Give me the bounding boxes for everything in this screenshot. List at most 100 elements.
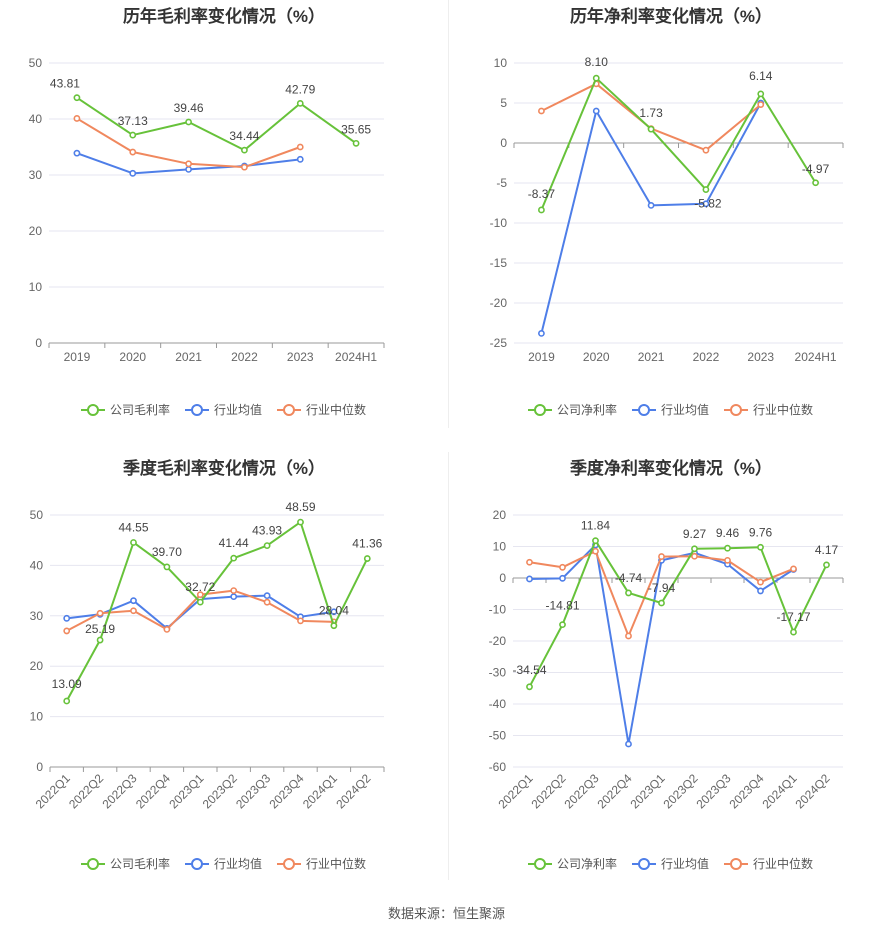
- data-label: -14.81: [545, 599, 579, 613]
- data-point: [757, 543, 764, 551]
- y-tick-label: 20: [30, 659, 44, 673]
- legend-marker: [87, 404, 99, 416]
- data-point: [296, 99, 304, 107]
- data-label: 34.44: [229, 129, 259, 143]
- x-tick-label: 2024H1: [335, 350, 377, 364]
- x-tick-label: 2023Q2: [661, 771, 701, 811]
- series-line: [529, 543, 795, 746]
- legend-label: 行业中位数: [753, 856, 813, 871]
- legend-label: 行业均值: [214, 402, 262, 417]
- legend-marker: [283, 404, 295, 416]
- data-point: [724, 544, 731, 552]
- y-tick-label: -20: [489, 634, 507, 648]
- x-tick-label: 2019: [64, 350, 91, 364]
- data-point: [241, 163, 248, 171]
- legend-label: 公司毛利率: [110, 856, 170, 871]
- legend-marker: [87, 858, 99, 870]
- x-tick-label: 2023: [287, 350, 314, 364]
- legend-label: 公司净利率: [557, 402, 617, 417]
- data-label: 39.70: [152, 545, 182, 559]
- data-label: 43.93: [252, 524, 282, 538]
- annual-net-margin-chart: -25 -20 -15 -10 -5 0 5 10 2019 2020 2021 2022 2023 20…: [490, 55, 844, 417]
- legend-marker: [730, 404, 742, 416]
- data-label: 41.36: [352, 537, 382, 551]
- data-point: [702, 146, 710, 154]
- data-label: 39.46: [174, 101, 204, 115]
- data-point: [702, 200, 710, 208]
- data-point: [73, 94, 81, 102]
- data-point: [812, 179, 819, 187]
- y-tick-label: -60: [489, 760, 507, 774]
- data-point: [129, 131, 137, 139]
- quarterly-gross-margin-chart: 010203040502022Q12022Q22022Q32022Q42023Q…: [30, 500, 385, 871]
- quarterly-net-margin-chart: -60-50-40-30-20-10010202022Q12022Q22022Q…: [489, 508, 844, 871]
- data-label: 44.55: [118, 520, 148, 534]
- data-point: [352, 139, 360, 147]
- data-point: [526, 558, 533, 566]
- y-tick-label: -5: [496, 176, 507, 190]
- legend-label: 行业中位数: [753, 402, 813, 417]
- data-point: [658, 599, 665, 607]
- data-point: [163, 626, 171, 633]
- y-tick-label: 0: [500, 136, 507, 150]
- data-point: [296, 143, 304, 151]
- annual-net-margin-panel: 历年净利率变化情况（%） -25 -20 -15 -10 -5 0 5 10 2019 2020 2…: [449, 0, 893, 428]
- x-tick-label: 2022Q4: [595, 771, 635, 811]
- y-tick-label: -10: [489, 603, 507, 617]
- data-label: -4.97: [802, 162, 830, 176]
- data-point: [559, 574, 566, 582]
- data-label: 9.27: [683, 527, 707, 541]
- data-label: 4.17: [815, 543, 839, 557]
- data-label: 41.44: [219, 536, 249, 550]
- data-label: 28.04: [319, 604, 349, 618]
- series-line: [540, 77, 817, 211]
- data-point: [185, 165, 192, 173]
- data-point: [297, 518, 304, 526]
- data-point: [241, 146, 248, 154]
- y-tick-label: -50: [489, 729, 507, 743]
- x-tick-label: 2024Q2: [793, 771, 833, 811]
- data-point: [647, 201, 655, 209]
- quarterly-gross-margin-panel: 季度毛利率变化情况（%） 0 10 20 30 40 50 2022Q1 2022Q2 2022…: [0, 452, 448, 892]
- data-label: 8.10: [585, 55, 609, 69]
- data-point: [647, 125, 655, 133]
- data-point: [757, 578, 764, 586]
- x-tick-label: 2022Q1: [33, 771, 73, 811]
- data-point: [130, 607, 137, 615]
- x-tick-label: 2022Q4: [133, 771, 173, 811]
- data-point: [263, 542, 271, 549]
- data-point: [538, 206, 545, 214]
- data-point: [559, 621, 566, 629]
- data-point: [592, 547, 599, 555]
- legend-label: 行业均值: [214, 856, 262, 871]
- data-point: [230, 554, 238, 562]
- quarterly-net-margin-panel: 季度净利率变化情况（%） -60 -50 -40 -30 -20 -10 0 10 20 2022…: [449, 452, 893, 892]
- data-point: [96, 609, 104, 617]
- y-tick-label: 10: [30, 710, 44, 724]
- data-point: [790, 628, 797, 636]
- data-point: [129, 169, 137, 177]
- x-tick-label: 2021: [638, 350, 665, 364]
- x-tick-label: 2023Q4: [267, 771, 307, 811]
- bottom-divider: [448, 452, 449, 880]
- x-tick-label: 2022Q2: [529, 771, 569, 811]
- x-tick-label: 2023Q3: [694, 771, 734, 811]
- chart-title: 季度净利率变化情况（%）: [569, 459, 773, 478]
- y-tick-label: 40: [30, 558, 44, 572]
- data-label: 9.76: [749, 525, 773, 539]
- x-tick-label: 2022Q1: [496, 771, 536, 811]
- x-tick-label: 2023Q1: [166, 771, 206, 811]
- data-point: [63, 627, 71, 635]
- legend-label: 行业中位数: [306, 402, 366, 417]
- legend-label: 公司净利率: [557, 856, 617, 871]
- data-point: [96, 636, 104, 644]
- y-tick-label: 20: [493, 508, 507, 522]
- data-point: [538, 107, 545, 115]
- data-point: [163, 563, 171, 571]
- data-label: -34.54: [512, 663, 546, 677]
- y-tick-label: -20: [490, 296, 508, 310]
- x-tick-label: 2022Q3: [100, 771, 140, 811]
- series-line: [76, 96, 357, 152]
- data-label: 1.73: [639, 106, 663, 120]
- data-point: [185, 160, 192, 168]
